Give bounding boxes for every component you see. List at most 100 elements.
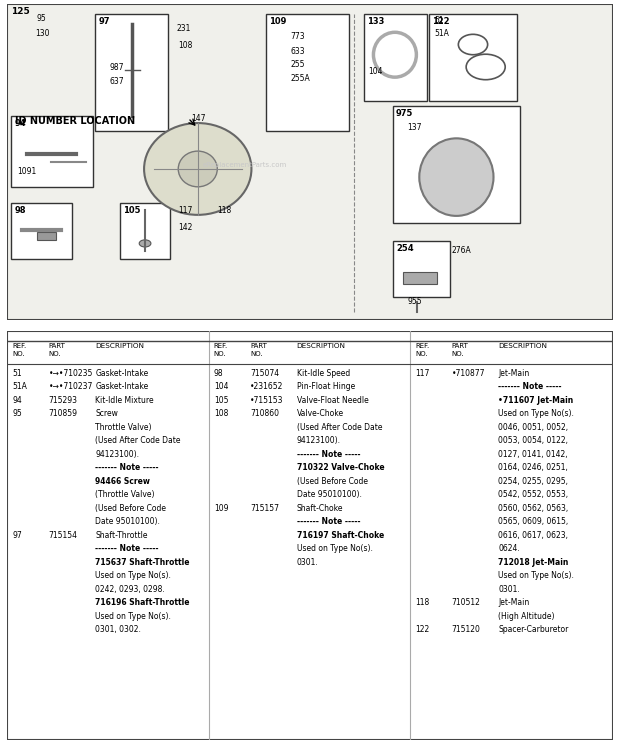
Text: ------- Note -----: ------- Note ----- [297, 517, 360, 526]
Text: REF.
NO.: REF. NO. [12, 344, 27, 357]
Text: 122: 122 [432, 17, 450, 26]
Text: Gasket-Intake: Gasket-Intake [95, 382, 148, 391]
Text: (Used After Code Date: (Used After Code Date [297, 423, 382, 432]
Text: Throttle Valve): Throttle Valve) [95, 423, 152, 432]
Text: 0301.: 0301. [498, 585, 520, 594]
Text: 0242, 0293, 0298.: 0242, 0293, 0298. [95, 585, 165, 594]
Text: 231: 231 [176, 24, 191, 33]
Ellipse shape [140, 240, 151, 247]
Text: Kit-Idle Mixture: Kit-Idle Mixture [95, 396, 154, 405]
Text: 0164, 0246, 0251,: 0164, 0246, 0251, [498, 464, 568, 472]
Text: 712018 Jet-Main: 712018 Jet-Main [498, 558, 569, 567]
Text: 633: 633 [291, 47, 305, 56]
Text: 0127, 0141, 0142,: 0127, 0141, 0142, [498, 449, 568, 459]
Text: 98: 98 [214, 369, 223, 378]
Text: 51A: 51A [12, 382, 27, 391]
Text: ID NUMBER LOCATION: ID NUMBER LOCATION [16, 116, 135, 126]
Text: PART
NO.: PART NO. [250, 344, 267, 357]
Text: Screw: Screw [95, 409, 118, 418]
Text: Date 95010100).: Date 95010100). [95, 517, 160, 526]
Text: 975: 975 [396, 109, 414, 118]
Text: 1091: 1091 [17, 167, 37, 176]
Ellipse shape [144, 123, 252, 215]
Text: (Used After Code Date: (Used After Code Date [95, 436, 180, 445]
Text: 716197 Shaft-Choke: 716197 Shaft-Choke [297, 530, 384, 539]
Text: Shaft-Choke: Shaft-Choke [297, 504, 343, 513]
Text: Used on Type No(s).: Used on Type No(s). [498, 571, 574, 580]
Text: 108: 108 [214, 409, 228, 418]
Text: •→•710235: •→•710235 [48, 369, 93, 378]
Text: 255: 255 [291, 60, 305, 69]
Text: 108: 108 [178, 42, 193, 51]
Text: 98: 98 [14, 205, 26, 215]
Text: (Used Before Code: (Used Before Code [95, 504, 166, 513]
Text: Used on Type No(s).: Used on Type No(s). [498, 409, 574, 418]
Bar [393, 106, 520, 223]
Text: Shaft-Throttle: Shaft-Throttle [95, 530, 148, 539]
Text: Gasket-Intake: Gasket-Intake [95, 369, 148, 378]
Text: 0254, 0255, 0295,: 0254, 0255, 0295, [498, 477, 568, 486]
Text: 0046, 0051, 0052,: 0046, 0051, 0052, [498, 423, 569, 432]
Text: 137: 137 [407, 123, 422, 132]
Text: 715120: 715120 [451, 625, 481, 635]
Text: 716196 Shaft-Throttle: 716196 Shaft-Throttle [95, 598, 190, 607]
Text: (High Altitude): (High Altitude) [498, 612, 555, 620]
Text: 109: 109 [269, 17, 286, 26]
Text: 105: 105 [214, 396, 228, 405]
Bar [429, 14, 517, 100]
Bar [393, 241, 449, 298]
Text: PART
NO.: PART NO. [48, 344, 66, 357]
Text: 117: 117 [178, 205, 193, 215]
Text: Used on Type No(s).: Used on Type No(s). [297, 545, 373, 554]
Text: 773: 773 [291, 32, 305, 41]
Text: 95: 95 [12, 409, 22, 418]
Text: 710859: 710859 [48, 409, 78, 418]
Text: 142: 142 [178, 223, 193, 232]
Bar [11, 202, 72, 259]
Text: 94123100).: 94123100). [297, 436, 340, 445]
Text: 637: 637 [110, 77, 125, 86]
Text: DESCRIPTION: DESCRIPTION [498, 344, 547, 350]
Text: 94: 94 [14, 119, 26, 128]
Text: 94466 Screw: 94466 Screw [95, 477, 150, 486]
Text: Spacer-Carburetor: Spacer-Carburetor [498, 625, 569, 635]
Text: •231652: •231652 [250, 382, 283, 391]
Text: 0542, 0552, 0553,: 0542, 0552, 0553, [498, 490, 569, 499]
Text: 94123100).: 94123100). [95, 449, 139, 459]
Text: 0053, 0054, 0122,: 0053, 0054, 0122, [498, 436, 568, 445]
Text: •711607 Jet-Main: •711607 Jet-Main [498, 396, 574, 405]
Bar [364, 14, 427, 100]
Text: •710877: •710877 [451, 369, 485, 378]
Text: •→•710237: •→•710237 [48, 382, 93, 391]
Text: 0560, 0562, 0563,: 0560, 0562, 0563, [498, 504, 569, 513]
Text: Used on Type No(s).: Used on Type No(s). [95, 571, 171, 580]
Text: 715293: 715293 [48, 396, 78, 405]
Text: •715153: •715153 [250, 396, 283, 405]
Text: REF.
NO.: REF. NO. [214, 344, 228, 357]
Bar [95, 14, 169, 131]
Text: ------- Note -----: ------- Note ----- [95, 545, 159, 554]
Text: 255A: 255A [291, 74, 310, 83]
Text: 104: 104 [368, 67, 383, 76]
Text: 276A: 276A [451, 246, 471, 255]
Text: Used on Type No(s).: Used on Type No(s). [95, 612, 171, 620]
Text: 0301, 0302.: 0301, 0302. [95, 625, 141, 635]
Text: 51: 51 [12, 369, 22, 378]
Text: Valve-Float Needle: Valve-Float Needle [297, 396, 368, 405]
Text: 118: 118 [217, 205, 231, 215]
Text: 254: 254 [396, 245, 414, 254]
Text: 97: 97 [98, 17, 110, 26]
Text: 133: 133 [366, 17, 384, 26]
Text: 0301.: 0301. [297, 558, 319, 567]
Text: 122: 122 [415, 625, 430, 635]
Text: REF.
NO.: REF. NO. [415, 344, 430, 357]
Text: 0624.: 0624. [498, 545, 520, 554]
Text: 117: 117 [415, 369, 430, 378]
Text: Valve-Choke: Valve-Choke [297, 409, 344, 418]
Text: 51: 51 [434, 16, 443, 25]
Text: 715074: 715074 [250, 369, 279, 378]
Text: 147: 147 [191, 114, 205, 123]
Text: DESCRIPTION: DESCRIPTION [95, 344, 144, 350]
Text: 95: 95 [37, 14, 46, 23]
Text: DESCRIPTION: DESCRIPTION [297, 344, 346, 350]
